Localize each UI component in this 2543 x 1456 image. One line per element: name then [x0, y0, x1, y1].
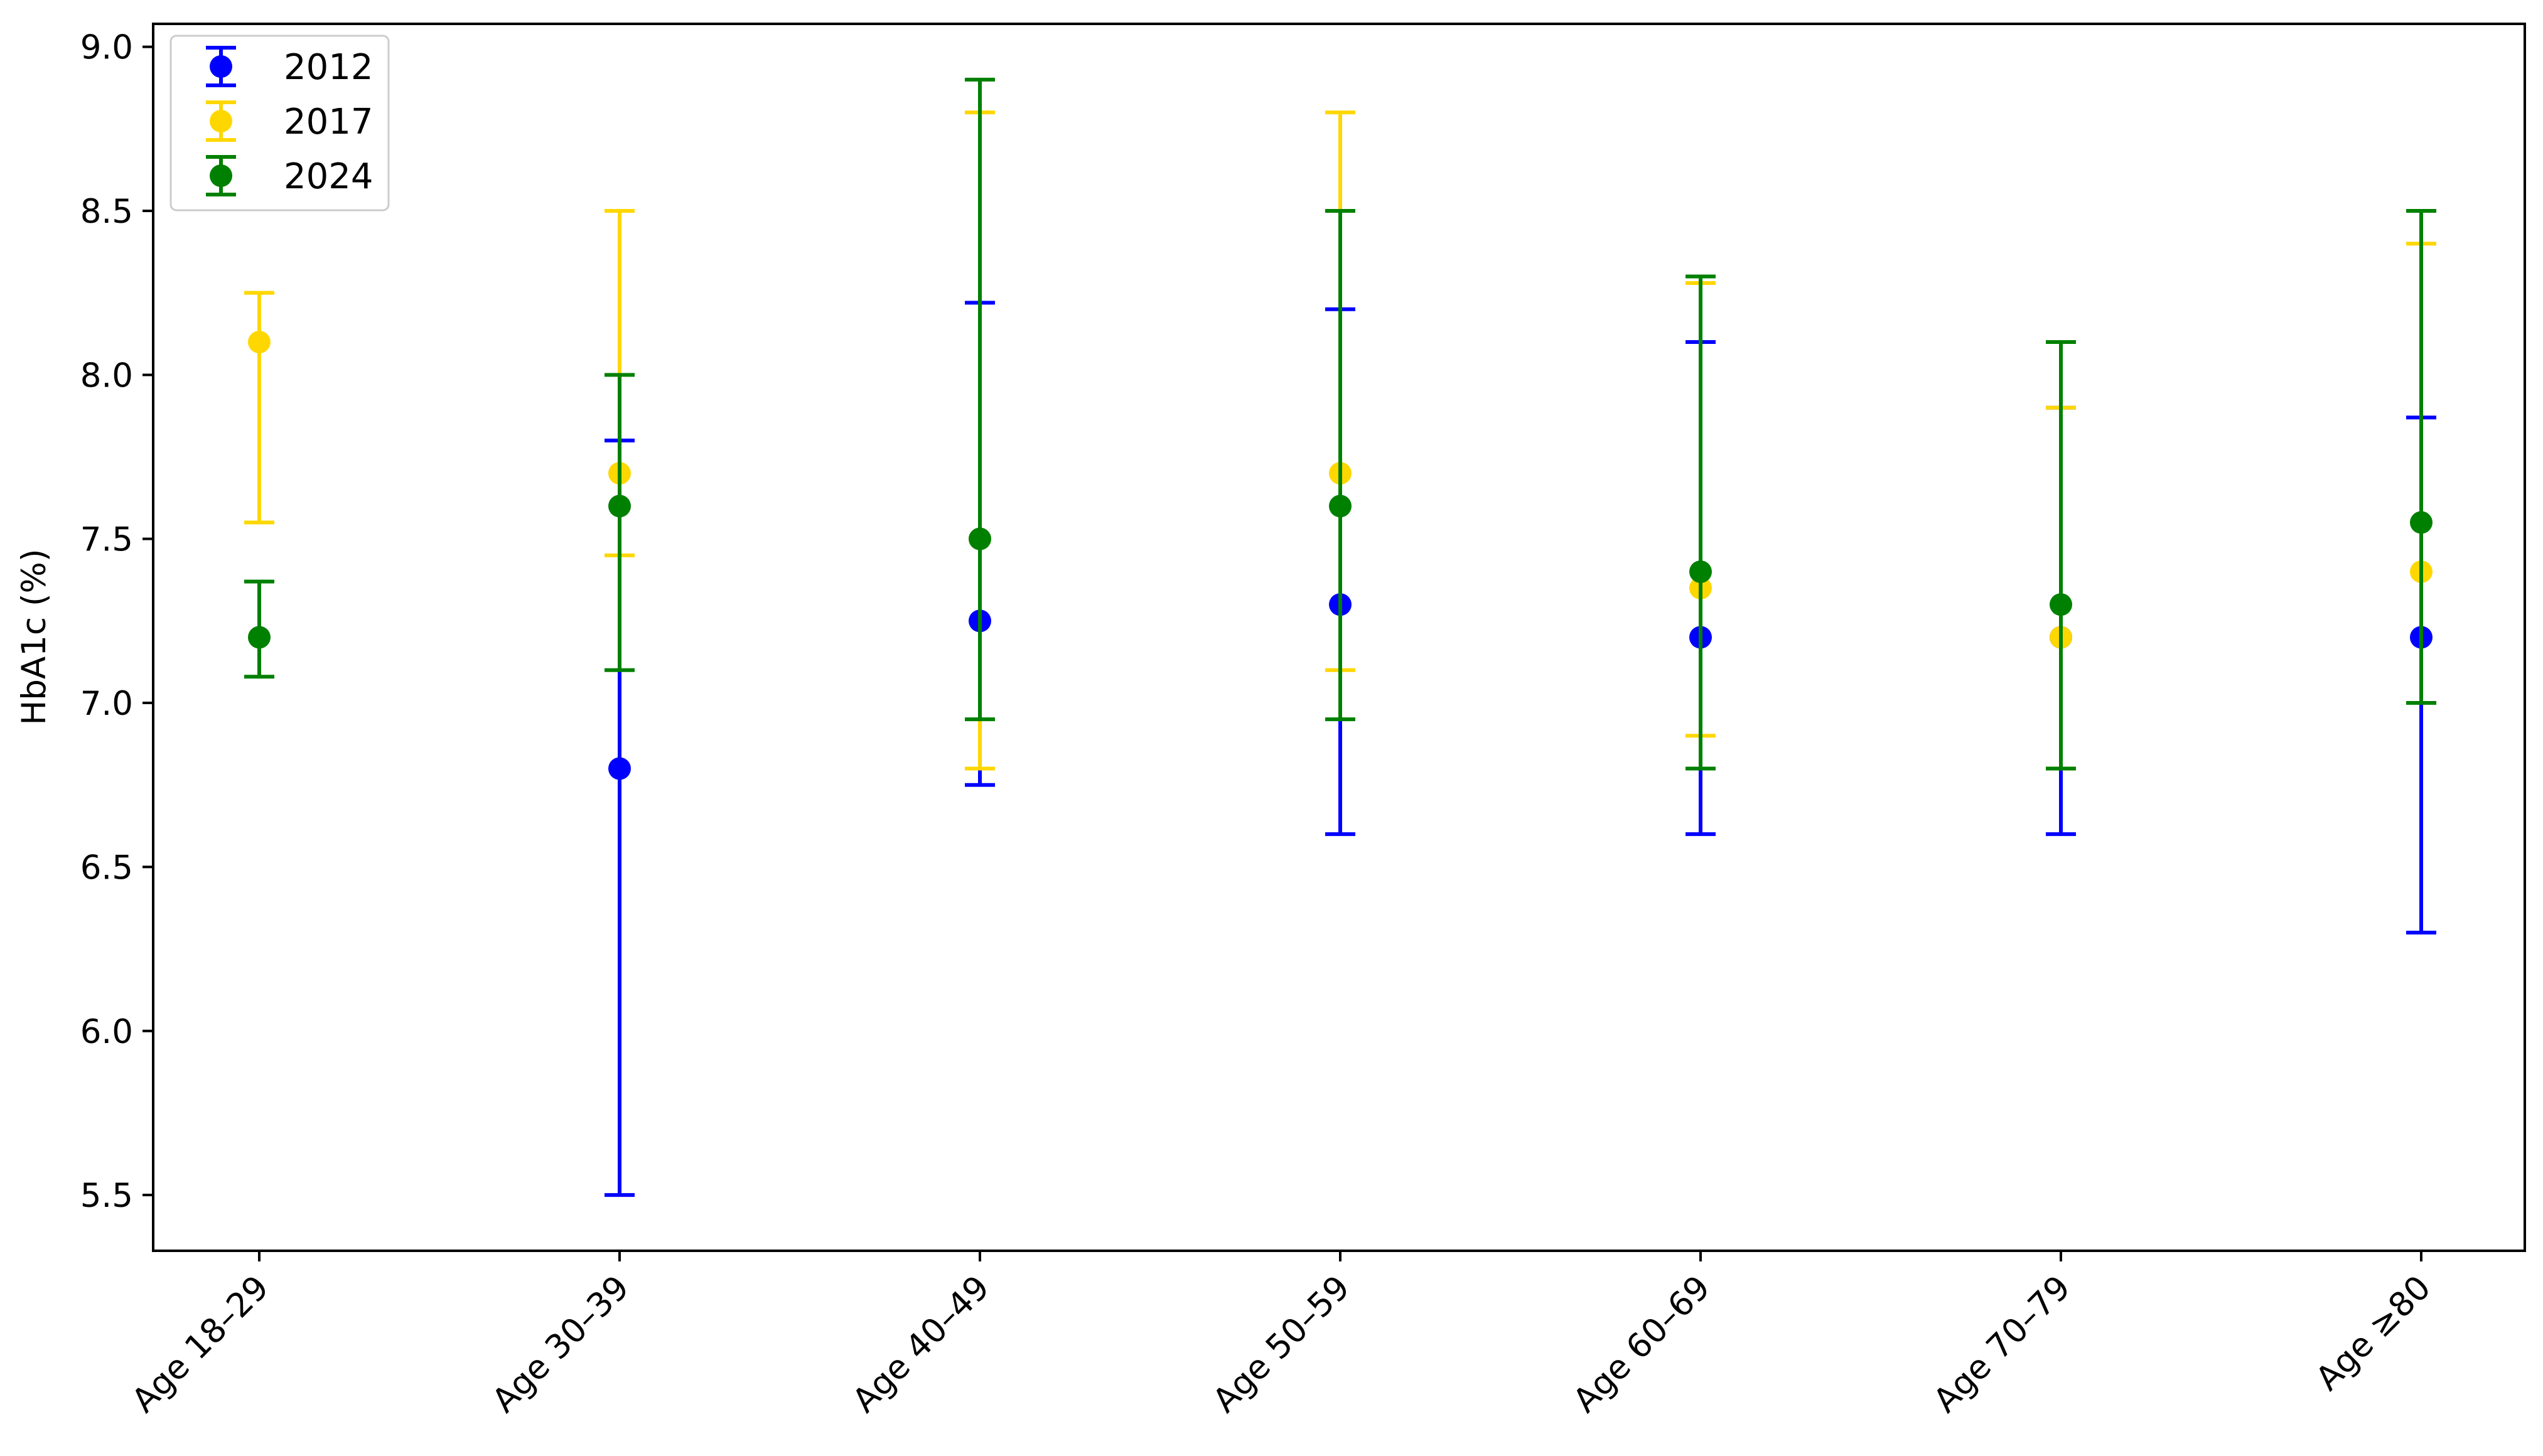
legend-label: 2017 [284, 102, 374, 142]
y-axis-label: HbA1c (%) [15, 549, 53, 725]
data-point [969, 527, 991, 550]
y-tick-label: 8.0 [80, 356, 133, 395]
data-point [608, 495, 631, 518]
legend-entry-2024: 2024 [206, 155, 374, 197]
y-tick-label: 6.0 [80, 1013, 133, 1051]
series-2024 [244, 77, 2436, 771]
y-tick-label: 7.5 [80, 521, 133, 559]
data-point [248, 626, 271, 649]
y-tick-label: 9.0 [80, 29, 133, 67]
legend-entry-2012: 2012 [206, 46, 374, 88]
y-tick-label: 7.0 [80, 685, 133, 723]
legend-marker-icon [210, 164, 232, 187]
legend-label: 2012 [284, 47, 374, 88]
data-point [1689, 560, 1712, 583]
y-axis: 5.5 6.0 6.5 7.0 7.5 8.0 8.5 9.0 [80, 29, 153, 1215]
legend: 2012 2017 2024 [169, 35, 390, 211]
legend-marker-icon [210, 110, 232, 132]
y-tick-label: 8.5 [80, 193, 133, 231]
data-point [248, 331, 271, 354]
legend-label: 2024 [284, 156, 374, 197]
legend-entry-2017: 2017 [206, 100, 374, 142]
legend-entries: 2012 2017 2024 [206, 46, 374, 197]
y-tick-label: 5.5 [80, 1177, 133, 1215]
data-point [2050, 593, 2072, 616]
legend-marker-icon [210, 55, 232, 78]
data-point [2410, 511, 2433, 534]
data-point [1329, 495, 1352, 518]
series-layer [244, 77, 2436, 1197]
y-tick-label: 6.5 [80, 848, 133, 887]
data-point [608, 757, 631, 780]
